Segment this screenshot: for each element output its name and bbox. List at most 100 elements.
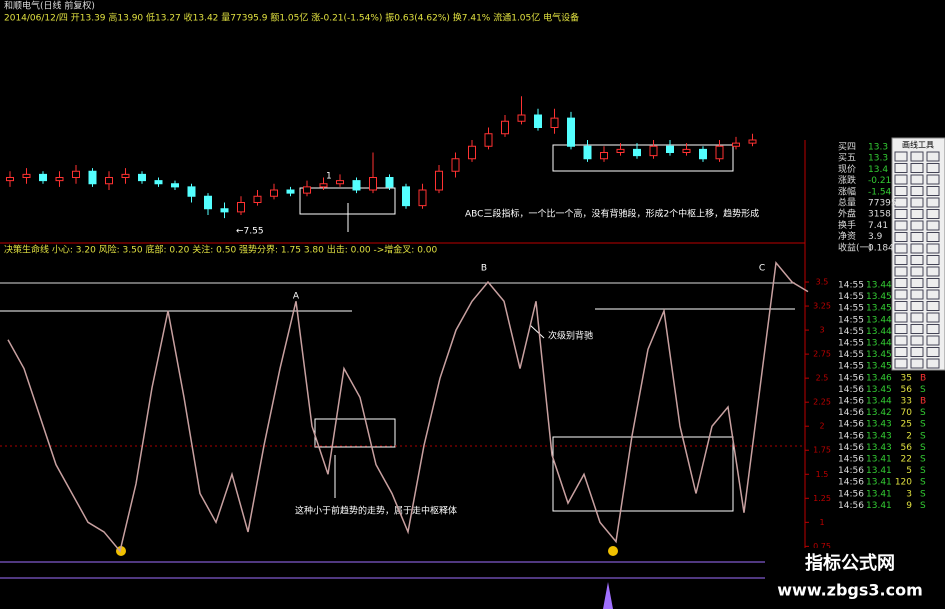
tool-icon xyxy=(894,347,908,357)
trade-time: 14:56 xyxy=(838,489,864,499)
tool-icon xyxy=(910,301,924,311)
tool-icon xyxy=(926,174,940,185)
y-tick-label: 2 xyxy=(819,422,824,431)
trade-volume: 25 xyxy=(901,420,912,430)
annotation: 这种小于前趋势的走势，属于走中枢释体 xyxy=(295,505,457,517)
trade-time: 14:56 xyxy=(838,443,864,453)
tool-icon xyxy=(894,232,908,242)
pivot-box xyxy=(552,144,734,172)
trade-time: 14:56 xyxy=(838,408,864,418)
tool-icon xyxy=(926,266,940,277)
tool-icon xyxy=(910,232,924,242)
candle-body xyxy=(435,170,443,191)
trade-volume: 70 xyxy=(901,408,913,418)
trade-price: 13.44 xyxy=(866,339,892,349)
tool-icon xyxy=(894,209,908,219)
quote-label: 外盘 xyxy=(838,208,856,220)
annotation: ABC三段指标，一个比一个高，没有背驰段，形成2个中枢上移，趋势形成 xyxy=(465,208,759,220)
trade-price: 13.45 xyxy=(866,385,892,395)
quote-value: 13.3 xyxy=(868,154,888,164)
tool-icon xyxy=(926,324,940,334)
trade-time: 14:56 xyxy=(838,431,864,441)
quote-value: 3.9 xyxy=(868,232,883,242)
candle-body xyxy=(600,152,608,160)
candle-body xyxy=(451,158,460,172)
trade-price: 13.41 xyxy=(866,489,892,499)
trade-side: S xyxy=(920,408,926,418)
tool-icon xyxy=(894,174,908,185)
tool-icon xyxy=(910,243,924,254)
watermark: www.zbgs3.com xyxy=(777,581,923,600)
tool-icon xyxy=(926,255,940,265)
tool-icon xyxy=(894,243,908,254)
quote-label: 换手 xyxy=(838,219,856,231)
stock-title: 和顺电气(日线 前复权) xyxy=(4,0,95,12)
tool-icon xyxy=(926,163,940,173)
candle-body xyxy=(633,148,641,157)
trade-price: 13.44 xyxy=(866,315,892,325)
candle-body xyxy=(517,114,526,122)
trade-time: 14:55 xyxy=(838,362,864,372)
quote-label: 收益(一) xyxy=(838,241,872,253)
trade-price: 13.45 xyxy=(866,350,892,360)
candle-body xyxy=(682,148,691,153)
trade-volume: 56 xyxy=(901,443,913,453)
toolbar xyxy=(891,137,945,371)
trade-price: 13.43 xyxy=(866,431,892,441)
tool-icon xyxy=(926,289,940,300)
tool-icon xyxy=(926,220,940,231)
trade-time: 14:55 xyxy=(838,327,864,337)
watermark: 指标公式网 xyxy=(805,552,895,574)
trade-time: 14:56 xyxy=(838,466,864,476)
trade-side: S xyxy=(920,466,926,476)
candle-body xyxy=(715,145,724,160)
candle-body xyxy=(88,170,97,185)
candle-body xyxy=(748,139,757,144)
trade-price: 13.42 xyxy=(866,408,892,418)
tool-icon xyxy=(910,255,924,265)
trade-side: B xyxy=(920,373,926,383)
y-tick-label: 3.25 xyxy=(813,302,831,311)
y-tick-label: 1.75 xyxy=(813,446,831,455)
tool-icon xyxy=(910,358,924,369)
tool-icon xyxy=(910,220,924,231)
candle-body xyxy=(154,180,163,185)
trade-price: 13.45 xyxy=(866,292,892,302)
candle-body xyxy=(105,177,113,185)
candle-body xyxy=(369,177,377,191)
trade-time: 14:55 xyxy=(838,304,864,314)
tool-icon xyxy=(910,151,924,162)
trade-side: B xyxy=(920,397,926,407)
quote-value: 3158 xyxy=(868,210,891,220)
quote-value: 0.184 xyxy=(868,243,894,253)
tool-icon xyxy=(894,335,908,346)
trade-volume: 2 xyxy=(906,431,912,441)
trade-side: S xyxy=(920,455,926,465)
annotation: ←7.55 xyxy=(236,227,264,237)
candle-body xyxy=(402,186,410,207)
tool-icon xyxy=(926,335,940,346)
tool-icon xyxy=(894,278,908,288)
tool-icon xyxy=(910,163,924,173)
candle-body xyxy=(237,202,245,213)
trade-price: 13.43 xyxy=(866,420,892,430)
trade-price: 13.44 xyxy=(866,327,892,337)
tool-icon xyxy=(910,266,924,277)
tool-icon xyxy=(894,151,908,162)
candle-body xyxy=(303,186,311,194)
tool-icon xyxy=(926,312,940,323)
candle-body xyxy=(253,195,262,203)
tool-icon xyxy=(894,289,908,300)
candle-body xyxy=(616,148,625,153)
candle-body xyxy=(484,133,493,147)
tool-icon xyxy=(894,220,908,231)
candle-body xyxy=(171,183,179,188)
candle-body xyxy=(583,145,592,160)
quote-label: 买五 xyxy=(838,153,856,164)
quote-value: 13.3 xyxy=(868,143,888,153)
trade-volume: 5 xyxy=(906,466,912,476)
annotation: A xyxy=(293,292,300,302)
y-tick-label: 0.75 xyxy=(813,542,831,551)
quote-label: 现价 xyxy=(838,164,856,175)
tool-icon xyxy=(926,197,940,208)
